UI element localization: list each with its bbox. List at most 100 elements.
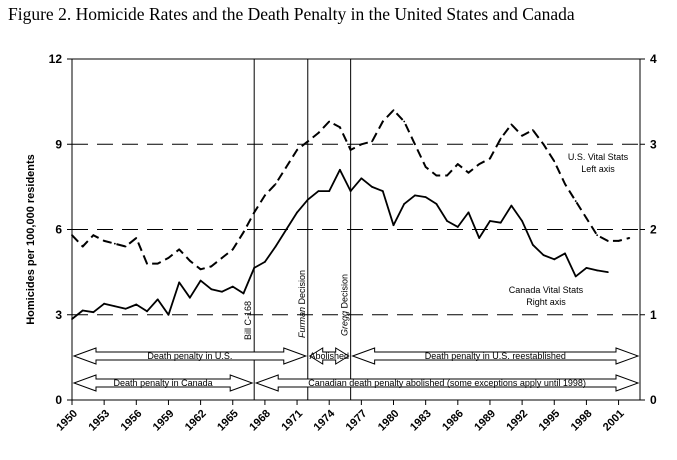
series-label: U.S. Vital Stats: [568, 152, 629, 162]
us-data-point: [585, 217, 588, 220]
y2-tick-label: 1: [650, 308, 657, 322]
us-data-point: [178, 248, 181, 251]
canada-data-point: [564, 252, 566, 255]
us-data-point: [628, 237, 631, 239]
us-data-point: [499, 137, 502, 140]
period-arrow: [72, 374, 254, 392]
event-label-rest: Decision: [297, 270, 307, 307]
canada-data-point: [167, 313, 170, 316]
canada-data-point: [478, 237, 481, 239]
us-data-point: [446, 174, 448, 177]
event-label: Bill C-168: [243, 301, 253, 340]
canada-data-point: [242, 292, 245, 295]
canada-data-point: [521, 220, 524, 222]
event-label-italic: Gregg: [340, 311, 350, 336]
y-tick-label: 0: [55, 393, 62, 407]
canada-data-point: [371, 185, 373, 188]
canada-data-point: [542, 254, 545, 256]
canada-data-point: [199, 279, 202, 282]
us-data-point: [574, 200, 577, 202]
x-tick-label: 1989: [472, 408, 498, 434]
canada-data-point: [92, 311, 95, 314]
event-label: Furman Decision: [297, 270, 307, 338]
us-data-point: [71, 234, 73, 237]
us-data-point: [403, 120, 406, 123]
us-data-point: [124, 245, 127, 248]
event-label-rest: Decision: [340, 274, 350, 311]
canada-data-point: [467, 211, 470, 214]
canada-data-point: [221, 290, 223, 293]
canada-data-point: [328, 190, 331, 193]
chart-title: Figure 2. Homicide Rates and the Death P…: [8, 4, 575, 24]
canada-data-point: [146, 310, 148, 313]
us-data-point: [156, 262, 159, 265]
canada-data-point: [553, 258, 556, 261]
canada-data-point: [381, 190, 384, 193]
us-data-point: [371, 140, 373, 143]
canada-data-point: [574, 275, 577, 278]
y-tick-label: 6: [55, 223, 62, 237]
x-tick-label: 1953: [86, 408, 112, 434]
canada-data-point: [285, 228, 288, 231]
us-data-point: [210, 265, 213, 268]
us-data-point: [146, 262, 148, 265]
us-data-point: [188, 259, 191, 262]
us-data-point: [264, 194, 266, 197]
us-data-point: [199, 268, 202, 271]
us-data-point: [81, 245, 84, 248]
us-data-point: [339, 126, 341, 129]
canada-data-point: [499, 221, 502, 224]
us-data-point: [456, 163, 459, 166]
us-data-point: [253, 211, 256, 214]
us-data-point: [510, 123, 513, 126]
period-arrow-label: Abolished: [309, 351, 349, 361]
canada-data-point: [135, 303, 138, 306]
x-tick-label: 1992: [504, 408, 530, 434]
canada-data-point: [124, 307, 127, 310]
y2-tick-label: 4: [650, 52, 657, 66]
canada-data-point: [178, 281, 181, 284]
us-data-point: [349, 149, 352, 151]
y2-tick-label: 3: [650, 137, 657, 151]
x-tick-label: 1968: [247, 408, 273, 434]
canada-data-point: [349, 190, 352, 193]
canada-data-point: [456, 226, 459, 228]
canada-data-point: [339, 168, 341, 171]
series-label: Right axis: [526, 297, 566, 307]
canada-data-point: [424, 196, 427, 199]
us-data-point: [467, 171, 470, 174]
x-tick-label: 1962: [183, 408, 209, 434]
us-data-point: [317, 131, 320, 134]
x-tick-label: 1995: [537, 408, 563, 434]
period-arrow-label: Death penalty in U.S. reestablished: [425, 351, 566, 361]
us-data-point: [564, 183, 566, 185]
y-axis-title: Homicides per 100,000 residents: [25, 154, 37, 325]
us-data-point: [92, 234, 95, 237]
canada-data-point: [606, 271, 609, 274]
x-tick-label: 1998: [569, 408, 595, 434]
us-data-point: [531, 129, 534, 131]
canada-data-point: [596, 269, 599, 272]
series-label: Canada Vital Stats: [509, 285, 584, 295]
us-data-point: [489, 157, 491, 160]
period-arrow: [308, 347, 350, 365]
canada-data-point: [489, 220, 491, 222]
us-data-point: [414, 143, 416, 146]
us-data-point: [221, 257, 223, 259]
x-tick-label: 1980: [376, 408, 402, 434]
us-data-point: [285, 166, 288, 168]
us-data-point: [306, 140, 309, 143]
period-arrow: [254, 374, 640, 392]
canada-data-point: [585, 266, 588, 269]
canada-data-point: [264, 260, 266, 263]
y-tick-label: 9: [55, 137, 62, 151]
x-tick-label: 1983: [408, 408, 434, 434]
canada-data-point: [403, 203, 406, 205]
y2-tick-label: 0: [650, 393, 657, 407]
x-tick-label: 1974: [312, 407, 338, 433]
us-data-point: [392, 109, 395, 112]
canada-data-point: [360, 177, 363, 180]
event-label: Gregg Decision: [340, 274, 350, 336]
us-data-point: [617, 239, 620, 242]
period-arrow-label: Death penalty in Canada: [114, 378, 213, 388]
